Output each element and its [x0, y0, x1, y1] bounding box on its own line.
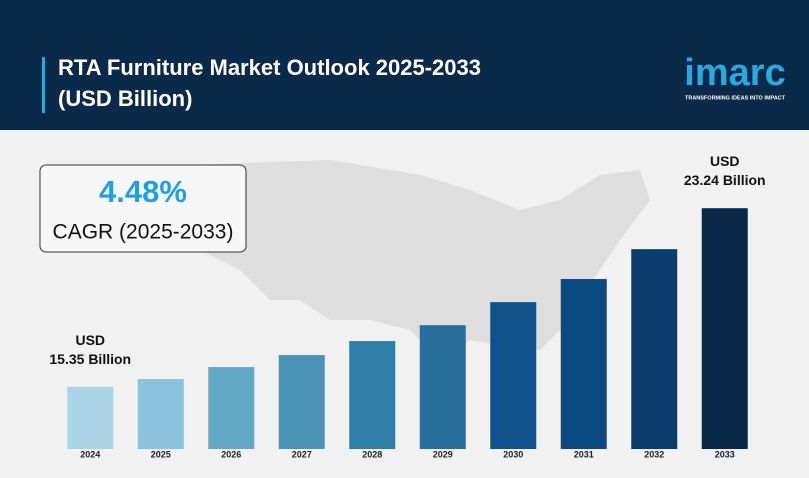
cagr-value: 4.48% — [99, 174, 187, 209]
bar — [67, 386, 114, 449]
header — [0, 0, 809, 130]
bar — [278, 355, 325, 449]
brand-name: imarc — [684, 52, 785, 94]
bar — [631, 249, 678, 449]
value-label: USD 23.24 Billion — [684, 153, 766, 188]
x-tick-label: 2032 — [644, 449, 664, 459]
x-tick-label: 2031 — [574, 449, 594, 459]
bar — [701, 208, 748, 449]
bar — [208, 367, 255, 449]
x-tick-label: 2025 — [151, 449, 171, 459]
bar — [137, 379, 184, 449]
bar — [419, 325, 466, 449]
bar — [560, 279, 607, 449]
cagr-box — [39, 164, 247, 253]
x-tick-label: 2030 — [503, 449, 523, 459]
value-label: USD 15.35 Billion — [49, 331, 131, 366]
x-tick-label: 2026 — [221, 449, 241, 459]
x-tick-label: 2033 — [715, 449, 735, 459]
chart-title: RTA Furniture Market Outlook 2025-2033 (… — [58, 55, 481, 111]
x-tick-label: 2029 — [433, 449, 453, 459]
x-tick-label: 2027 — [292, 449, 312, 459]
title-box: RTA Furniture Market Outlook 2025-2033 (… — [58, 55, 481, 111]
x-tick-label: 2024 — [80, 449, 100, 459]
brand-tagline: TRANSFORMING IDEAS INTO IMPACT — [685, 95, 786, 101]
bar — [490, 302, 537, 449]
title-accent — [42, 57, 45, 113]
cagr-label: CAGR (2025-2033) — [53, 221, 234, 244]
plot: 2024 USD 15.35 Billion 2025 2026 2027 2028 2029… — [49, 153, 765, 459]
bar — [349, 341, 396, 449]
x-tick-label: 2028 — [362, 449, 382, 459]
